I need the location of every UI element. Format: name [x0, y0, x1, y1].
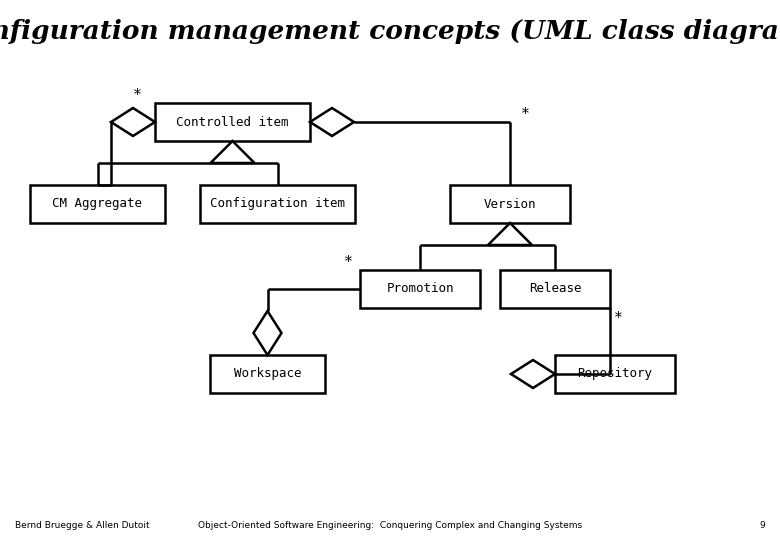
Text: Promotion: Promotion	[386, 282, 454, 295]
Bar	[450, 185, 570, 223]
Polygon shape	[111, 108, 155, 136]
Bar	[200, 185, 355, 223]
Bar	[555, 355, 675, 393]
Text: *: *	[522, 107, 528, 121]
Text: Controlled item: Controlled item	[176, 116, 289, 129]
Bar	[30, 185, 165, 223]
Bar	[360, 270, 480, 308]
Text: Configuration item: Configuration item	[210, 198, 345, 211]
Text: Object-Oriented Software Engineering:  Conquering Complex and Changing Systems: Object-Oriented Software Engineering: Co…	[198, 521, 582, 530]
Text: *: *	[345, 255, 352, 269]
Text: Release: Release	[529, 282, 581, 295]
Bar	[210, 355, 325, 393]
Text: Repository: Repository	[577, 368, 653, 381]
Polygon shape	[310, 108, 354, 136]
Text: 9: 9	[759, 521, 765, 530]
Text: *: *	[133, 88, 140, 102]
Text: Version: Version	[484, 198, 537, 211]
Text: *: *	[615, 311, 622, 325]
Text: Workspace: Workspace	[234, 368, 301, 381]
Polygon shape	[211, 141, 254, 163]
Polygon shape	[511, 360, 555, 388]
Text: Bernd Bruegge & Allen Dutoit: Bernd Bruegge & Allen Dutoit	[15, 521, 150, 530]
Bar	[500, 270, 610, 308]
Polygon shape	[254, 311, 282, 355]
Text: CM Aggregate: CM Aggregate	[52, 198, 143, 211]
Polygon shape	[488, 223, 532, 245]
Text: Configuration management concepts (UML class diagram).: Configuration management concepts (UML c…	[0, 19, 780, 44]
Bar	[155, 103, 310, 141]
